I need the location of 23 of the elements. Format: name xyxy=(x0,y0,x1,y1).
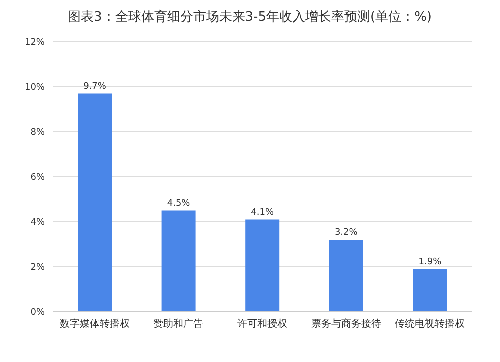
y-tick-label: 0% xyxy=(30,308,46,318)
bar xyxy=(162,210,196,312)
data-label: 1.9% xyxy=(418,257,442,268)
data-label: 4.5% xyxy=(167,198,191,209)
x-tick-label: 票务与商务接待 xyxy=(311,318,382,330)
data-label: 9.7% xyxy=(84,82,107,92)
y-tick-label: 2% xyxy=(30,263,46,274)
y-tick-label: 8% xyxy=(30,128,46,138)
data-label: 4.1% xyxy=(251,208,274,218)
x-tick-label: 传统电视转播权 xyxy=(395,318,466,330)
bar xyxy=(78,94,112,312)
y-tick-label: 12% xyxy=(24,38,46,48)
x-tick-label: 许可和授权 xyxy=(238,318,288,330)
x-tick-label: 数字媒体转播权 xyxy=(60,318,130,330)
bar xyxy=(413,269,448,312)
y-tick-label: 6% xyxy=(30,173,46,184)
bar xyxy=(246,220,280,312)
chart-title: 图表3：全球体育细分市场未来3-5年收入增长率预测(单位：%) xyxy=(67,8,433,26)
y-tick-label: 4% xyxy=(30,218,46,228)
data-label: 3.2% xyxy=(334,228,358,238)
x-tick-label: 赞助和广告 xyxy=(154,318,204,330)
y-tick-label: 10% xyxy=(24,83,46,94)
bar xyxy=(329,240,364,312)
